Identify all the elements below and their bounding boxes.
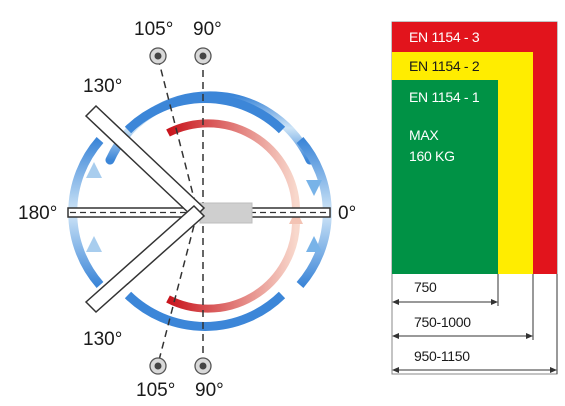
- pin-bottom-105: [149, 357, 167, 375]
- label-90-bottom: 90°: [195, 380, 224, 401]
- arrow-1150-right: [550, 367, 557, 373]
- label-130-upper: 130°: [83, 76, 122, 97]
- label-750: 750: [414, 279, 437, 295]
- arrowhead-right-bottom: [306, 180, 322, 196]
- label-160kg: 160 KG: [409, 148, 455, 164]
- label-max: MAX: [409, 127, 439, 143]
- line-105-lower: [157, 213, 198, 365]
- red-arc-bottom: [166, 223, 300, 313]
- label-130-lower: 130°: [83, 329, 122, 350]
- door-130-upper: [84, 104, 206, 220]
- hinge-block: [199, 202, 253, 224]
- blue-arc-top-main: [124, 94, 286, 134]
- label-en3: EN 1154 - 3: [409, 29, 480, 45]
- arrow-1150-left: [392, 367, 399, 373]
- swing-diagram: 105° 90° 130° 180° 0° 130° 105° 90°: [18, 19, 356, 401]
- label-en2: EN 1154 - 2: [409, 58, 480, 74]
- label-750-1000: 750-1000: [414, 314, 471, 330]
- label-180: 180°: [18, 203, 57, 224]
- arrowhead-right-top: [306, 236, 322, 252]
- label-90-top: 90°: [193, 19, 222, 40]
- arrowhead-left-top: [86, 162, 102, 178]
- door-130-lower: [84, 204, 206, 314]
- label-105-top: 105°: [134, 19, 173, 40]
- line-105: [157, 57, 198, 211]
- label-0: 0°: [338, 203, 356, 224]
- pin-top-105: [149, 47, 167, 65]
- red-arc-top: [166, 119, 300, 209]
- label-en1: EN 1154 - 1: [409, 89, 480, 105]
- arrow-750-left: [392, 299, 399, 305]
- label-105-bottom: 105°: [136, 380, 175, 401]
- label-950-1150: 950-1150: [414, 348, 470, 364]
- en1154-chart: EN 1154 - 3 EN 1154 - 2 EN 1154 - 1 MAX …: [391, 21, 558, 375]
- pin-top-90: [194, 47, 212, 65]
- arrow-750-right: [491, 299, 498, 305]
- pin-bottom-90: [194, 357, 212, 375]
- arrow-1000-right: [526, 333, 533, 339]
- blue-arc-bottom: [124, 291, 286, 331]
- arrow-1000-left: [392, 333, 399, 339]
- arrowhead-left-bottom: [86, 236, 102, 252]
- block-en1: [392, 80, 498, 274]
